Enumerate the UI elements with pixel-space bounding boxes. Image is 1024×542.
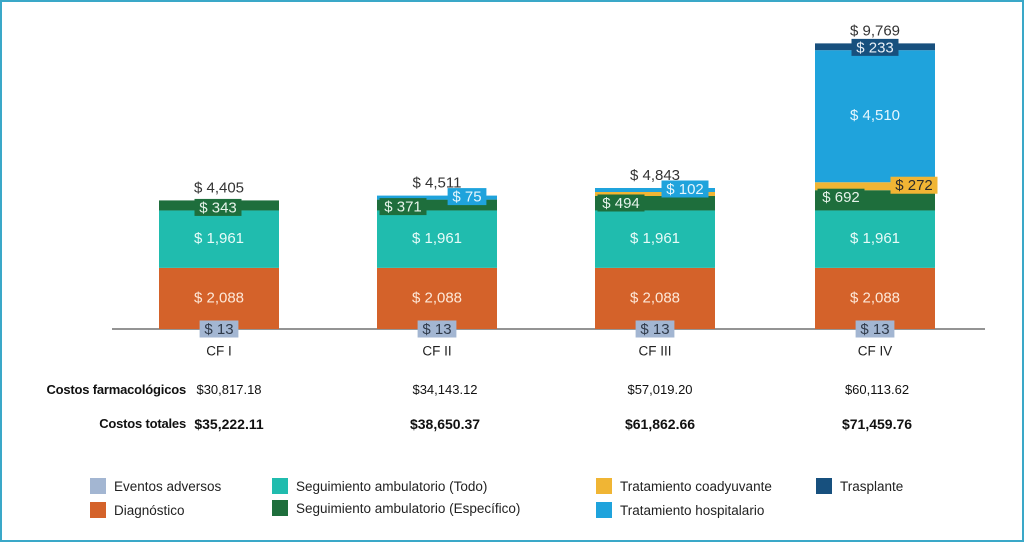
data-label-tratamiento-hospitalario-3: $ 102 <box>666 181 704 198</box>
data-label-tratamiento-coadyuvante-4-bg <box>890 176 938 194</box>
legend-swatch <box>90 478 106 494</box>
data-label-eventos-adversos-2-bg <box>417 320 457 338</box>
data-label-trasplante-4-bg <box>851 38 899 56</box>
legend-swatch <box>596 478 612 494</box>
data-label-seguimiento-ambulatorio-espec-fico--3-bg <box>597 194 645 212</box>
data-label-seguimiento-ambulatorio-espec-fico--4: $ 692 <box>822 189 860 206</box>
x-tick-label-2: CF II <box>422 344 451 359</box>
legend-swatch <box>272 478 288 494</box>
data-label-eventos-adversos-1: $ 13 <box>204 321 233 338</box>
data-label-seguimiento-ambulatorio-todo--2: $ 1,961 <box>412 230 462 247</box>
data-label-seguimiento-ambulatorio-espec-fico--2: $ 371 <box>384 199 422 216</box>
bar-segment-seguimiento-ambulatorio-todo--2 <box>377 210 497 268</box>
legend-swatch <box>272 500 288 516</box>
legend-label: Diagnóstico <box>114 502 185 518</box>
data-label-tratamiento-hospitalario-2-bg <box>447 188 487 206</box>
data-label-tratamiento-hospitalario-4: $ 4,510 <box>850 107 900 124</box>
bar-segment-seguimiento-ambulatorio-todo--1 <box>159 210 279 268</box>
total-label-2: $ 4,511 <box>413 175 462 192</box>
stacked-bar-chart: $ 2,088 $ 1,961 $ 343 $ 13 $ 4,405 CF I $ 2,08… <box>112 22 985 359</box>
data-label-diagn-stico-2: $ 2,088 <box>412 289 462 306</box>
table-cell: $57,019.20 <box>627 382 693 397</box>
table-cell: $30,817.18 <box>196 382 262 397</box>
legend-label: Eventos adversos <box>114 478 222 494</box>
table-cell: $35,222.11 <box>194 416 264 432</box>
data-label-eventos-adversos-3: $ 13 <box>640 321 669 338</box>
legend-label: Seguimiento ambulatorio (Todo) <box>296 478 488 494</box>
legend-item-tratamiento-hospitalario: Tratamiento hospitalario <box>596 502 764 518</box>
data-label-eventos-adversos-4: $ 13 <box>860 321 889 338</box>
legend-label: Trasplante <box>840 478 904 494</box>
bar-segment-diagn-stico-4 <box>815 267 935 329</box>
data-label-diagn-stico-3: $ 2,088 <box>630 289 680 306</box>
total-label-3: $ 4,843 <box>630 167 680 184</box>
row-label: Costos farmacológicos <box>46 382 186 397</box>
data-label-seguimiento-ambulatorio-espec-fico--1: $ 343 <box>199 199 237 216</box>
bar-segment-tratamiento-hospitalario-3 <box>595 187 715 192</box>
table-cell: $60,113.62 <box>844 382 910 397</box>
data-label-diagn-stico-4: $ 2,088 <box>850 289 900 306</box>
row-label: Costos totales <box>99 416 186 431</box>
legend-label: Seguimiento ambulatorio (Específico) <box>296 500 521 516</box>
bar-segment-seguimiento-ambulatorio-espec-fico--2 <box>377 199 497 211</box>
chart-legend: Eventos adversos Diagnóstico Seguimiento… <box>90 478 970 528</box>
bar-segment-diagn-stico-2 <box>377 267 497 329</box>
legend-item-seguimiento-todo: Seguimiento ambulatorio (Todo) <box>272 478 487 494</box>
x-tick-label-4: CF IV <box>858 344 893 359</box>
legend-swatch <box>816 478 832 494</box>
data-label-eventos-adversos-4-bg <box>855 320 895 338</box>
data-label-tratamiento-hospitalario-3-bg <box>661 180 709 198</box>
data-label-seguimiento-ambulatorio-todo--3: $ 1,961 <box>630 230 680 247</box>
data-label-tratamiento-hospitalario-2: $ 75 <box>452 189 481 206</box>
data-label-eventos-adversos-1-bg <box>199 320 239 338</box>
x-tick-label-3: CF III <box>639 344 672 359</box>
legend-item-seguimiento-especifico: Seguimiento ambulatorio (Específico) <box>272 500 520 516</box>
bar-segment-tratamiento-coadyuvante-3 <box>595 191 715 196</box>
data-label-seguimiento-ambulatorio-todo--4: $ 1,961 <box>850 230 900 247</box>
data-label-seguimiento-ambulatorio-espec-fico--4-bg <box>817 188 865 206</box>
table-cell: $38,650.37 <box>409 416 481 432</box>
data-label-seguimiento-ambulatorio-espec-fico--3: $ 494 <box>602 195 640 212</box>
data-label-trasplante-4: $ 233 <box>856 39 894 56</box>
data-label-diagn-stico-1: $ 2,088 <box>194 289 244 306</box>
legend-item-eventos-adversos: Eventos adversos <box>90 478 221 494</box>
bar-segment-tratamiento-hospitalario-4 <box>815 50 935 183</box>
data-label-seguimiento-ambulatorio-espec-fico--2-bg <box>379 198 427 216</box>
x-tick-label-1: CF I <box>206 344 232 359</box>
legend-label: Tratamiento coadyuvante <box>620 478 772 494</box>
legend-item-trasplante: Trasplante <box>816 478 903 494</box>
data-label-eventos-adversos-2: $ 13 <box>422 321 451 338</box>
bar-segment-seguimiento-ambulatorio-todo--3 <box>595 210 715 268</box>
bar-segment-diagn-stico-3 <box>595 267 715 329</box>
legend-swatch <box>596 502 612 518</box>
table-cell: $61,862.66 <box>624 416 696 432</box>
bar-segment-seguimiento-ambulatorio-todo--4 <box>815 210 935 268</box>
legend-item-diagnostico: Diagnóstico <box>90 502 185 518</box>
data-label-seguimiento-ambulatorio-todo--1: $ 1,961 <box>194 230 244 247</box>
bar-segment-tratamiento-hospitalario-2 <box>377 195 497 200</box>
total-label-4: $ 9,769 <box>850 22 900 39</box>
bar-segment-diagn-stico-1 <box>159 267 279 329</box>
table-cell: $71,459.76 <box>841 416 913 432</box>
data-label-eventos-adversos-3-bg <box>635 320 675 338</box>
data-label-tratamiento-coadyuvante-4: $ 272 <box>895 177 933 194</box>
table-row-costos-totales: Costos totales $35,222.11 $38,650.37 $61… <box>0 416 1024 436</box>
legend-swatch <box>90 502 106 518</box>
data-label-seguimiento-ambulatorio-espec-fico--1-bg <box>194 198 242 216</box>
legend-label: Tratamiento hospitalario <box>620 502 765 518</box>
legend-item-tratamiento-coadyuvante: Tratamiento coadyuvante <box>596 478 772 494</box>
table-row-costos-farmacologicos: Costos farmacológicos $30,817.18 $34,143… <box>0 382 1024 402</box>
bar-segment-tratamiento-coadyuvante-4 <box>815 182 935 191</box>
table-cell: $34,143.12 <box>412 382 478 397</box>
total-label-1: $ 4,405 <box>194 179 244 196</box>
